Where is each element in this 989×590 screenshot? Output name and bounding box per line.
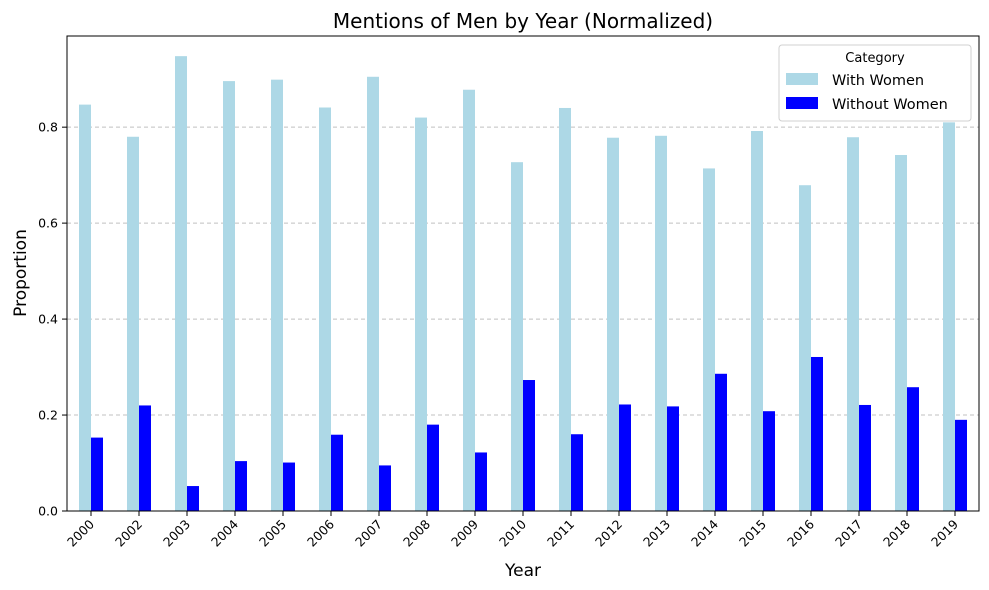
x-tick-label: 2009 [448, 516, 481, 549]
x-tick-label: 2000 [64, 516, 97, 549]
y-tick-label: 0.4 [38, 312, 58, 327]
legend-box [778, 44, 972, 122]
x-axis-label: Year [504, 561, 541, 581]
x-tick-label: 2018 [880, 516, 913, 549]
x-tick-label: 2014 [688, 516, 721, 549]
x-tick-label: 2011 [544, 517, 577, 550]
x-tick-label: 2016 [784, 516, 817, 549]
bar-with-women-2017 [847, 137, 859, 512]
y-tick-label: 0.6 [38, 216, 58, 231]
y-tick-labels: 0.0 0.2 0.4 0.6 0.8 [38, 120, 67, 519]
legend-swatch-with-women [786, 73, 818, 85]
x-tick-label: 2012 [592, 517, 625, 550]
bar-with-women-2018 [895, 154, 907, 511]
bar-with-women-2000 [79, 104, 91, 511]
legend: Category With Women Without Women [778, 44, 972, 122]
bar-without-women-2005 [283, 462, 295, 511]
legend-label-without-women: Without Women [832, 97, 948, 113]
bar-with-women-2007 [367, 76, 379, 511]
bar-without-women-2017 [859, 404, 871, 511]
x-tick-label: 2015 [736, 517, 769, 550]
x-tick-labels: 2000 2002 2003 2004 2005 2006 2007 2008 2009 2010… [64, 511, 961, 550]
x-tick-label: 2010 [496, 516, 529, 549]
bar-without-women-2018 [907, 387, 919, 511]
bar-without-women-2010 [523, 380, 535, 511]
bar-with-women-2010 [511, 162, 523, 511]
chart-title: Mentions of Men by Year (Normalized) [333, 9, 713, 33]
x-tick-label: 2006 [304, 516, 337, 549]
legend-label-with-women: With Women [832, 73, 924, 89]
bar-without-women-2003 [187, 486, 199, 511]
x-tick-label: 2003 [160, 517, 193, 550]
bar-with-women-2006 [319, 107, 331, 511]
bar-without-women-2016 [811, 356, 823, 511]
bar-with-women-2019 [943, 122, 955, 511]
x-tick-label: 2013 [640, 517, 673, 550]
bar-without-women-2007 [379, 465, 391, 511]
bar-without-women-2012 [619, 404, 631, 511]
x-tick-label: 2002 [112, 517, 145, 550]
bar-with-women-2009 [463, 89, 475, 512]
x-tick-label: 2017 [832, 517, 865, 550]
bar-without-women-2006 [331, 434, 343, 511]
legend-swatch-without-women [786, 97, 818, 109]
bar-without-women-2014 [715, 373, 727, 511]
y-axis-label: Proportion [11, 229, 31, 317]
bar-without-women-2009 [475, 452, 487, 511]
bar-with-women-2015 [751, 131, 763, 511]
bar-with-women-2014 [703, 168, 715, 511]
bar-with-women-2005 [271, 79, 283, 511]
x-tick-label: 2005 [256, 517, 289, 550]
bar-without-women-2011 [571, 434, 583, 511]
bar-without-women-2008 [427, 424, 439, 511]
bar-without-women-2000 [91, 437, 103, 511]
bar-with-women-2008 [415, 117, 427, 511]
y-tick-label: 0.0 [38, 504, 58, 519]
bar-with-women-2002 [127, 136, 139, 511]
bar-with-women-2013 [655, 135, 667, 511]
bar-with-women-2004 [223, 81, 235, 511]
bar-without-women-2019 [955, 419, 967, 511]
legend-title: Category [845, 51, 905, 66]
bar-with-women-2003 [175, 56, 187, 511]
bar-with-women-2011 [559, 107, 571, 511]
x-tick-label: 2008 [400, 516, 433, 549]
x-tick-label: 2007 [352, 517, 385, 550]
bar-without-women-2015 [763, 411, 775, 511]
y-tick-label: 0.2 [38, 408, 58, 423]
bar-without-women-2002 [139, 405, 151, 511]
bar-with-women-2012 [607, 137, 619, 512]
bar-without-women-2013 [667, 406, 679, 511]
bar-without-women-2004 [235, 461, 247, 511]
y-tick-label: 0.8 [38, 120, 58, 135]
bar-with-women-2016 [799, 185, 811, 512]
x-tick-label: 2004 [208, 516, 241, 549]
bars [79, 56, 967, 512]
x-tick-label: 2019 [928, 516, 961, 549]
